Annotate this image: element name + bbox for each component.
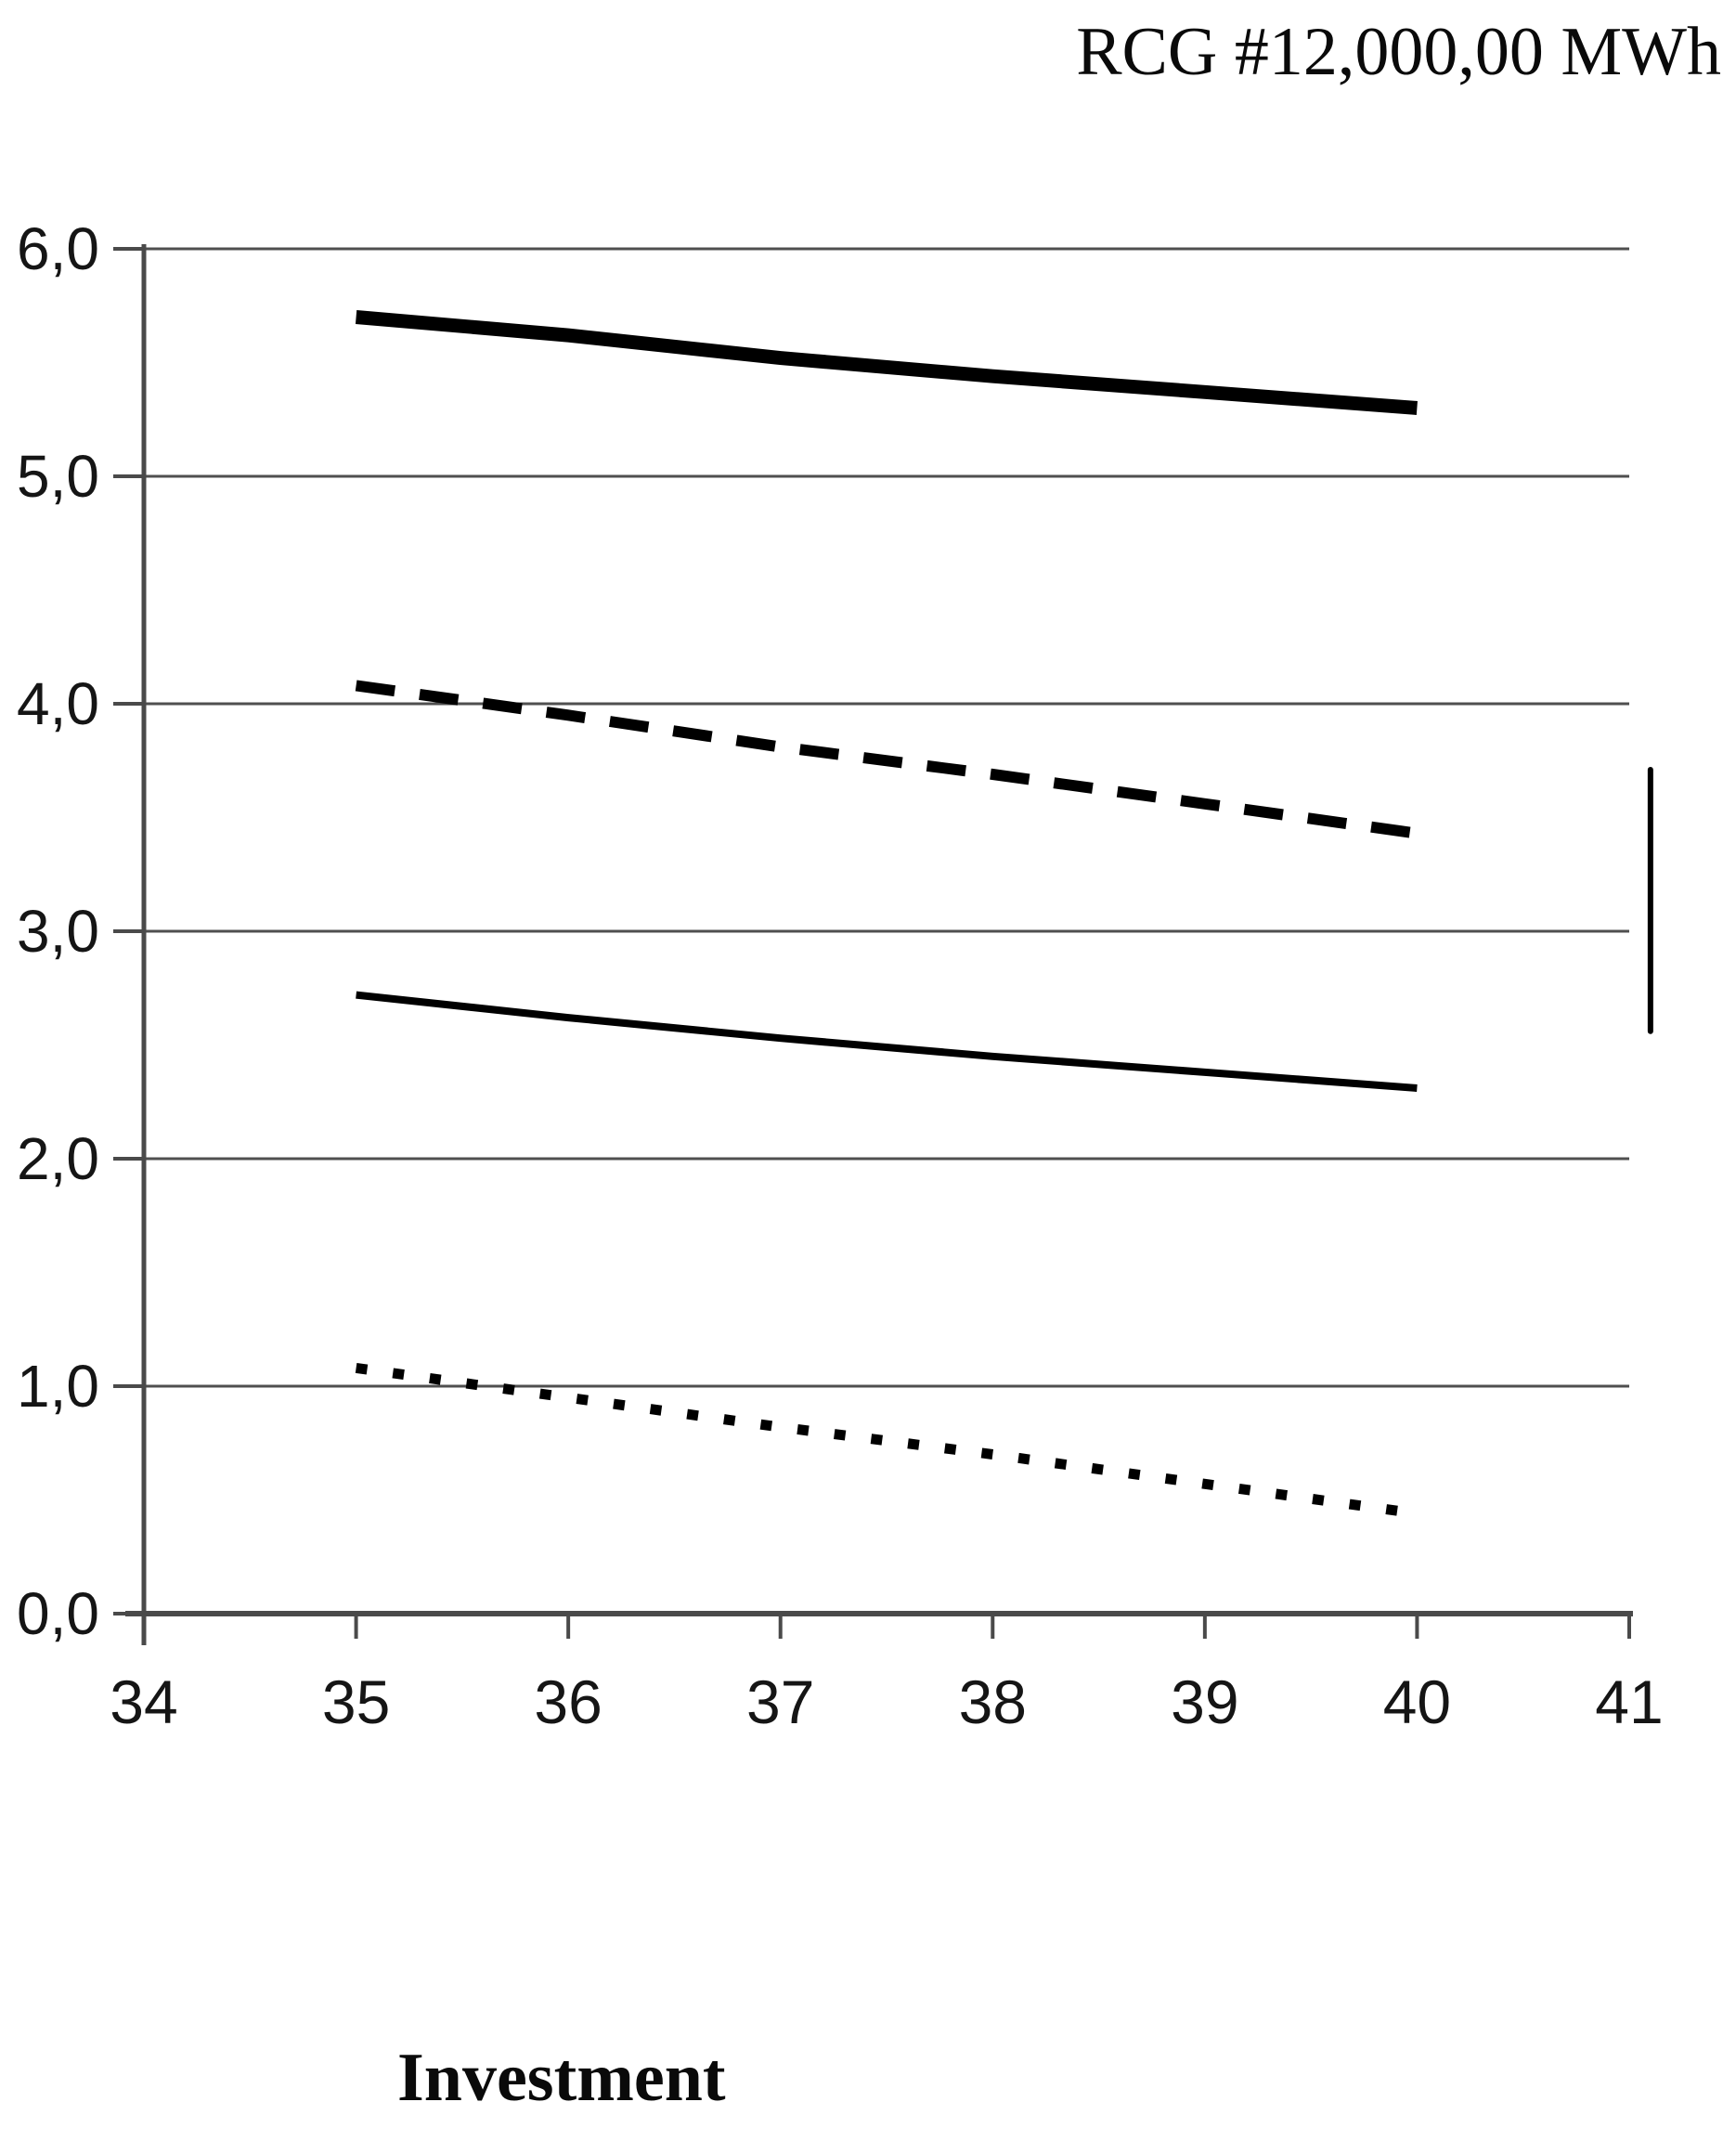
- x-tick-label-39: 39: [1171, 1667, 1238, 1736]
- gridlines-group: [144, 247, 1629, 1388]
- y-tick-label-2,0: 2,0: [17, 1125, 99, 1192]
- y-tick-label-6,0: 6,0: [17, 215, 99, 282]
- x-tick-label-41: 41: [1595, 1667, 1663, 1736]
- x-tick-label-34: 34: [110, 1667, 177, 1736]
- y-tick-label-4,0: 4,0: [17, 670, 99, 737]
- y-tick-label-0,0: 0,0: [17, 1580, 99, 1647]
- x-tick-label-38: 38: [959, 1667, 1027, 1736]
- chart-title: RCG #12,000,00 MWh: [1076, 14, 1721, 90]
- x-axis-title: Investment: [397, 2040, 726, 2116]
- series-dotted-line: [355, 1362, 1419, 1519]
- y-tick-label-1,0: 1,0: [17, 1353, 99, 1420]
- y-tick-label-3,0: 3,0: [17, 898, 99, 965]
- ticks-group: [113, 247, 1631, 1639]
- y-tick-label-5,0: 5,0: [17, 443, 99, 510]
- x-tick-label-37: 37: [746, 1667, 814, 1736]
- x-tick-label-40: 40: [1383, 1667, 1451, 1736]
- series-upper-thick-solid-line: [355, 310, 1418, 415]
- x-tick-label-36: 36: [534, 1667, 602, 1736]
- series-lower-thin-solid-line: [356, 991, 1418, 1092]
- x-tick-label-35: 35: [322, 1667, 390, 1736]
- tick-labels-group: 0,0 1,0 2,0 3,0 4,0 5,0 6,0 34 35 36 37 38 39 40 41: [17, 215, 1664, 1736]
- series-long-dashed-line: [355, 680, 1419, 839]
- data-series-group: [355, 310, 1419, 1519]
